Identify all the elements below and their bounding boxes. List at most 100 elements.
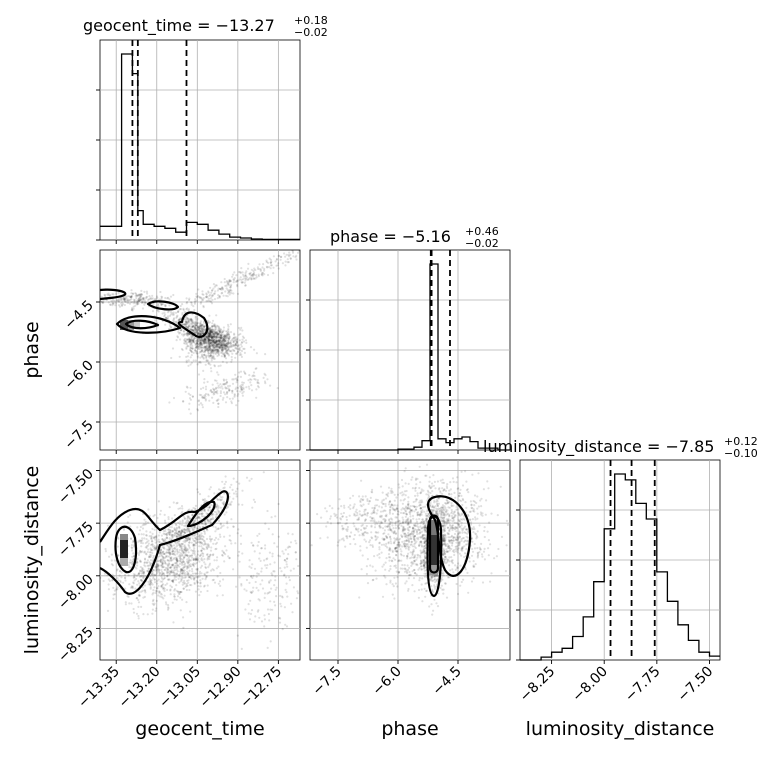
scatter-point [184,532,186,534]
scatter-point [286,558,288,560]
scatter-point [247,268,249,270]
scatter-point [118,292,120,294]
scatter-point [166,534,168,536]
scatter-point [152,592,154,594]
scatter-point [138,582,140,584]
scatter-point [190,413,192,415]
scatter-point [200,388,202,390]
scatter-point [188,403,190,405]
scatter-point [152,609,154,611]
scatter-point [177,310,179,312]
scatter-point [157,303,159,305]
scatter-point [221,345,223,347]
scatter-point [451,505,453,507]
scatter-point [117,586,119,588]
scatter-point [234,542,236,544]
scatter-point [278,267,280,269]
scatter-point [156,297,158,299]
scatter-point [223,391,225,393]
scatter-point [133,612,135,614]
scatter-point [143,519,145,521]
scatter-point [473,504,475,506]
scatter-point [407,496,409,498]
scatter-point [283,574,285,576]
scatter-point [453,549,455,551]
scatter-point [188,341,190,343]
scatter-point [215,351,217,353]
scatter-point [179,558,181,560]
scatter-point [160,593,162,595]
scatter-point [471,555,473,557]
scatter-point [159,531,161,533]
scatter-point [408,577,410,579]
scatter-point [488,539,490,541]
scatter-point [200,346,202,348]
scatter-point [258,263,260,265]
scatter-point [241,392,243,394]
scatter-point [207,350,209,352]
scatter-point [197,550,199,552]
scatter-point [223,492,225,494]
scatter-point [480,543,482,545]
scatter-point [119,570,121,572]
scatter-point [417,523,419,525]
scatter-point [217,538,219,540]
scatter-point [234,336,236,338]
scatter-point [225,481,227,483]
scatter-point [154,319,156,321]
scatter-point [112,587,114,589]
scatter-point [240,276,242,278]
scatter-point [175,557,177,559]
scatter-point [246,579,248,581]
scatter-point [214,582,216,584]
scatter-point [257,381,259,383]
scatter-point [172,320,174,322]
scatter-point [232,489,234,491]
scatter-point [260,270,262,272]
scatter-point [238,334,240,336]
scatter-point [218,327,220,329]
scatter-point [141,301,143,303]
scatter-point [279,567,281,569]
scatter-point [89,297,91,299]
scatter-point [160,585,162,587]
scatter-point [117,538,119,540]
scatter-point [273,584,275,586]
scatter-point [164,575,166,577]
scatter-point [269,385,271,387]
scatter-point [419,525,421,527]
scatter-point [416,533,418,535]
scatter-point [124,574,126,576]
scatter-point [385,583,387,585]
scatter-point [229,350,231,352]
scatter-point [240,371,242,373]
scatter-point [212,329,214,331]
scatter-point [256,576,258,578]
scatter-point [288,252,290,254]
scatter-point [249,559,251,561]
scatter-point [196,408,198,410]
scatter-point [140,561,142,563]
scatter-point [204,345,206,347]
scatter-point [293,568,295,570]
scatter-point [251,389,253,391]
scatter-point [199,322,201,324]
scatter-point [286,563,288,565]
scatter-point [405,547,407,549]
scatter-point [194,328,196,330]
scatter-point [112,293,114,295]
scatter-point [177,551,179,553]
scatter-point [293,586,295,588]
scatter-point [212,516,214,518]
scatter-point [164,297,166,299]
scatter-point [201,543,203,545]
scatter-point [280,605,282,607]
scatter-point [451,529,453,531]
scatter-point [215,537,217,539]
scatter-point [307,240,309,242]
scatter-point [438,488,440,490]
scatter-point [199,357,201,359]
scatter-point [392,527,394,529]
scatter-point [250,346,252,348]
scatter-point [202,396,204,398]
